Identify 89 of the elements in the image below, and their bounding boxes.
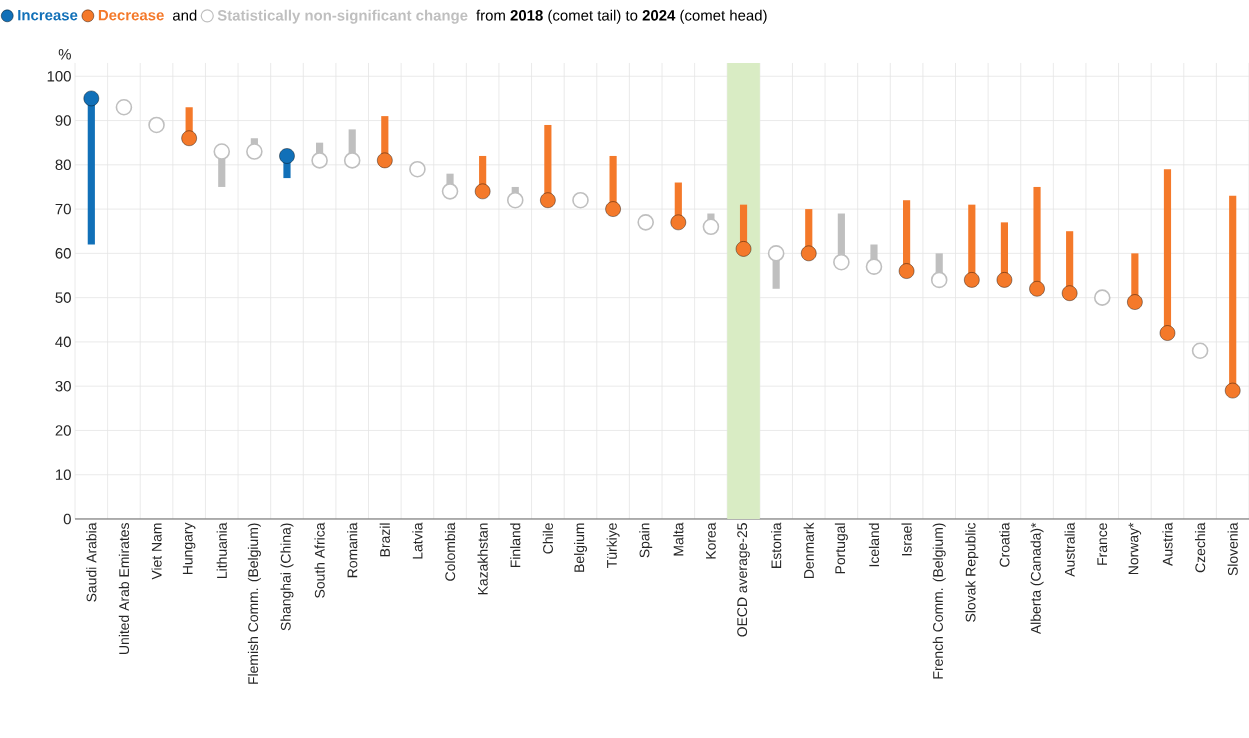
point xyxy=(898,263,915,279)
x-tick-label: Kazakhstan xyxy=(477,523,488,595)
y-tick-label: 0 xyxy=(63,513,71,525)
x-tick-label: Latvia xyxy=(412,522,423,559)
point xyxy=(246,143,263,160)
point xyxy=(474,183,491,200)
x-tick-label: Australia xyxy=(1064,522,1075,577)
point xyxy=(865,258,883,275)
x-tick-label: Norway* xyxy=(1128,522,1142,575)
point xyxy=(181,130,197,146)
point xyxy=(311,152,328,169)
point xyxy=(377,152,393,169)
point xyxy=(1127,294,1143,310)
point xyxy=(605,201,621,217)
point xyxy=(409,160,426,178)
x-tick-label: Croatia xyxy=(999,522,1010,567)
x-tick-label: South Africa xyxy=(314,522,325,598)
point xyxy=(964,272,980,288)
y-tick-label: 100 xyxy=(47,70,71,82)
point xyxy=(1159,325,1176,341)
x-tick-label: Alberta (Canada)* xyxy=(1030,522,1044,635)
y-tick-label: 40 xyxy=(55,336,71,348)
point xyxy=(540,192,556,208)
x-tick-label: Spain xyxy=(639,523,653,558)
y-tick-label: 70 xyxy=(55,203,71,215)
x-tick-label: Czechia xyxy=(1194,522,1206,573)
point xyxy=(996,272,1013,288)
x-tick-label: Korea xyxy=(706,522,716,559)
point xyxy=(1061,285,1078,301)
x-tick-label: Malta xyxy=(673,522,684,556)
x-tick-label: Estonia xyxy=(771,522,782,568)
point xyxy=(343,152,361,169)
x-tick-label: Flemish Comm. (Belgium) xyxy=(247,523,261,684)
point xyxy=(148,116,165,134)
y-tick-label: 30 xyxy=(55,380,71,392)
x-tick-label: OECD average-25 xyxy=(737,523,750,637)
point xyxy=(572,191,589,209)
point xyxy=(115,98,133,116)
point xyxy=(279,148,295,164)
x-tick-label: Finland xyxy=(510,523,521,568)
legend-label: Statistically non-significant change xyxy=(217,9,468,24)
point xyxy=(801,245,817,262)
y-tick-label: 90 xyxy=(55,115,71,126)
point xyxy=(213,143,231,160)
x-tick-label: Colombia xyxy=(444,522,456,581)
x-tick-label: Chile xyxy=(542,523,553,554)
point xyxy=(1093,289,1111,306)
y-tick-label: 80 xyxy=(55,159,71,171)
x-tick-label: Slovenia xyxy=(1227,522,1238,576)
point xyxy=(1225,382,1241,399)
point xyxy=(735,241,752,257)
point xyxy=(1191,342,1209,360)
x-tick-label: Portugal xyxy=(834,523,848,574)
point xyxy=(506,191,524,209)
text: and xyxy=(172,9,197,21)
x-tick-label: Brazil xyxy=(379,523,390,557)
point xyxy=(1029,281,1045,297)
x-tick-label: Saudi Arabia xyxy=(86,522,97,602)
point xyxy=(833,253,850,271)
x-tick-label: Austria xyxy=(1162,522,1173,566)
point xyxy=(637,214,654,231)
x-tick-label: Iceland xyxy=(868,523,880,567)
x-tick-label: Lithuania xyxy=(216,522,227,578)
point xyxy=(83,90,100,107)
point xyxy=(441,183,459,200)
legend-label: Decrease xyxy=(98,9,164,21)
y-tick-label: 50 xyxy=(55,292,71,303)
x-tick-label: France xyxy=(1097,523,1108,565)
y-tick-label: 60 xyxy=(55,248,71,259)
x-tick-label: Israel xyxy=(901,523,912,556)
point xyxy=(702,218,720,236)
x-tick-label: Hungary xyxy=(182,522,196,575)
x-tick-label: Shanghai (China) xyxy=(280,523,294,631)
x-tick-label: Romania xyxy=(347,522,358,578)
x-tick-label: Türkiye xyxy=(606,523,620,568)
point xyxy=(767,245,785,262)
legend-label: Increase xyxy=(18,9,78,21)
x-tick-label: Slovak Republic xyxy=(965,522,979,622)
x-tick-label: Viet Nam xyxy=(151,523,162,580)
y-tick-label: 10 xyxy=(56,469,71,480)
point xyxy=(930,271,948,289)
x-tick-label: French Comm. (Belgium) xyxy=(932,523,946,679)
y-tick-label: 20 xyxy=(55,425,71,436)
chart-title: from 2018 (comet tail) to 2024 (comet head) xyxy=(476,9,767,24)
point xyxy=(670,214,687,231)
y-axis-title: % xyxy=(58,49,71,60)
x-tick-label: United Arab Emirates xyxy=(118,523,130,654)
x-tick-label: Denmark xyxy=(803,522,814,578)
x-tick-label: Belgium xyxy=(573,523,587,572)
